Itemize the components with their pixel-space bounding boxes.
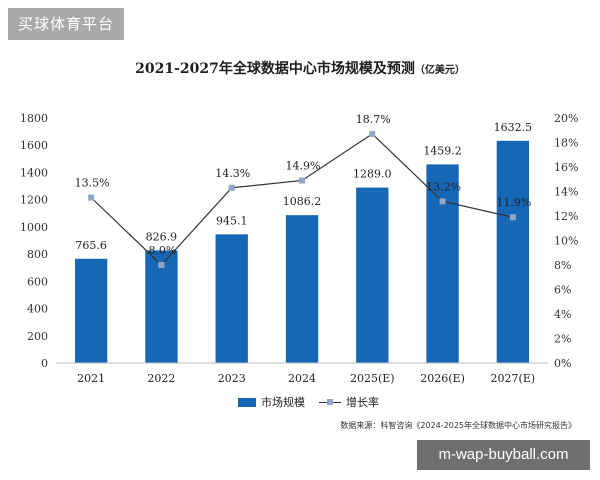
growth-rate-marker	[509, 214, 516, 221]
data-source-note: 数据来源：科智咨询《2024-2025年全球数据中心市场研究报告》	[340, 421, 576, 430]
bar-value-label: 1289.0	[353, 168, 392, 181]
x-tick-label: 2024	[288, 372, 316, 385]
chart-title-unit: （亿美元）	[414, 65, 465, 76]
x-tick-label: 2025(E)	[350, 372, 395, 385]
left-tick-label: 1800	[20, 112, 48, 125]
rate-value-label: 14.9%	[286, 159, 321, 172]
bar	[356, 187, 389, 363]
rate-value-label: 8.0%	[148, 244, 176, 257]
growth-rate-marker	[369, 130, 376, 137]
growth-rate-marker	[88, 194, 95, 201]
growth-rate-marker	[158, 262, 165, 268]
right-tick-label: 6%	[554, 284, 571, 297]
left-tick-label: 1600	[20, 139, 48, 152]
bar-value-label: 765.6	[75, 239, 107, 252]
bar-value-label: 1459.2	[423, 144, 462, 157]
chart-title: 2021-2027年全球数据中心市场规模及预测（亿美元）	[0, 58, 600, 78]
bar	[215, 234, 248, 363]
x-tick-label: 2021	[77, 372, 105, 385]
legend: 市场规模 增长率	[238, 394, 379, 410]
data-labels: 765.6 826.9 945.1 1086.2 1289.0 1459.2 1632.5 1…	[75, 113, 532, 257]
left-tick-label: 1200	[20, 194, 48, 207]
bar	[74, 258, 108, 363]
left-tick-label: 800	[27, 248, 48, 261]
right-tick-label: 4%	[554, 308, 571, 321]
rate-value-label: 11.9%	[496, 196, 531, 209]
bar	[496, 140, 530, 363]
watermark-logo-text: 买球体育平台	[8, 8, 124, 40]
watermark-url: m-wap-buyball.com	[417, 440, 590, 470]
left-tick-label: 400	[27, 303, 48, 316]
legend-bar-swatch	[238, 397, 256, 407]
bar	[145, 250, 178, 363]
right-tick-label: 14%	[554, 186, 578, 199]
bar-series	[74, 140, 530, 363]
legend-line-swatch	[319, 398, 341, 407]
left-tick-label: 0	[41, 357, 48, 370]
line-series	[88, 130, 516, 268]
chart-title-main: 2021-2027年全球数据中心市场规模及预测	[135, 61, 415, 77]
rate-value-label: 14.3%	[215, 167, 250, 180]
bar-value-label: 1632.5	[494, 121, 533, 134]
growth-rate-marker	[439, 198, 446, 205]
right-tick-label: 16%	[554, 161, 578, 174]
right-tick-label: 10%	[554, 235, 578, 248]
bar	[285, 215, 319, 363]
left-tick-label: 200	[27, 330, 48, 343]
bar-value-label: 826.9	[146, 230, 178, 243]
rate-value-label: 13.5%	[75, 177, 110, 190]
left-tick-label: 600	[27, 275, 48, 288]
left-tick-label: 1400	[20, 166, 48, 179]
rate-value-label: 18.7%	[356, 113, 391, 126]
growth-rate-marker	[299, 177, 305, 184]
left-tick-label: 1000	[20, 221, 48, 234]
right-tick-label: 2%	[554, 333, 571, 346]
x-tick-label: 2022	[147, 372, 175, 385]
right-tick-label: 8%	[554, 259, 571, 272]
rate-value-label: 13.2%	[426, 180, 461, 193]
right-tick-label: 0%	[554, 357, 571, 370]
x-tick-label: 2023	[218, 372, 246, 385]
legend-bar-label: 市场规模	[261, 396, 305, 409]
right-tick-label: 18%	[554, 137, 578, 150]
right-tick-label: 20%	[554, 112, 578, 125]
x-axis: 2021 2022 2023 2024 2025(E) 2026(E) 2027(E)	[56, 362, 548, 385]
bar-value-label: 945.1	[216, 214, 248, 227]
bar-value-label: 1086.2	[283, 195, 322, 208]
right-tick-label: 12%	[554, 210, 578, 223]
legend-line-label: 增长率	[346, 396, 379, 409]
x-tick-label: 2027(E)	[491, 372, 536, 385]
x-tick-label: 2026(E)	[420, 372, 465, 385]
growth-rate-marker	[228, 184, 235, 191]
right-axis: 0% 2% 4% 6% 8% 10% 12% 14% 16% 18% 20%	[554, 112, 578, 370]
bar	[426, 164, 459, 363]
left-axis: 0 200 400 600 800 1000 1200 1400 1600 1800	[20, 112, 48, 370]
